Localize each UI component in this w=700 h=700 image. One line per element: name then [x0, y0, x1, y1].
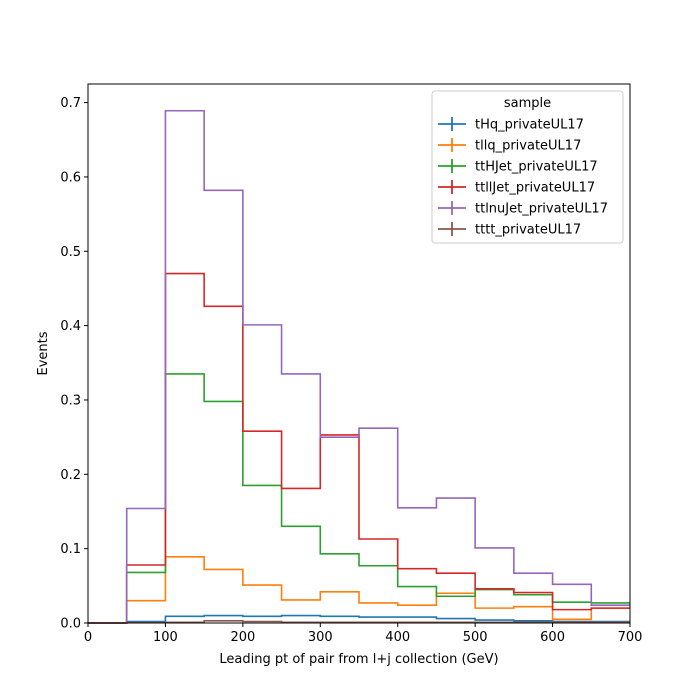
series-line-4	[88, 109, 630, 624]
x-tick-label: 0	[84, 630, 92, 645]
x-tick-label: 200	[230, 630, 255, 645]
legend-title: sample	[504, 96, 551, 111]
y-tick-label: 0.3	[60, 393, 81, 408]
legend-items: tHq_privateUL17 tllq_privateUL17 ttHJet_pr…	[438, 117, 608, 238]
series-line-2	[88, 373, 630, 624]
legend-label: ttllJet_privateUL17	[475, 181, 595, 196]
axes-frame	[87, 83, 631, 624]
x-tick-label: 700	[618, 630, 643, 645]
x-tick-label: 300	[308, 630, 333, 645]
y-tick-label: 0.4	[60, 319, 81, 334]
legend-label: ttHJet_privateUL17	[475, 160, 598, 175]
x-tick-label: 600	[540, 630, 565, 645]
x-axis-label: Leading pt of pair from l+j collection (…	[219, 652, 498, 667]
legend-box	[431, 90, 624, 244]
y-tick-label: 0.2	[60, 468, 81, 483]
legend-label: tHq_privateUL17	[475, 118, 584, 133]
y-axis-label: Events	[36, 331, 51, 375]
y-tick-label: 0.7	[60, 96, 81, 111]
y-tick-label: 0.0	[60, 617, 81, 632]
legend-label: tllq_privateUL17	[475, 139, 581, 154]
y-tick-label: 0.5	[60, 245, 81, 260]
legend: sample tHq_privateUL17 tllq_privateUL17tt…	[431, 90, 624, 244]
x-tick-label: 500	[463, 630, 488, 645]
x-tick-label: 400	[385, 630, 410, 645]
legend-label: ttlnuJet_privateUL17	[475, 202, 608, 217]
x-tick-label: 100	[153, 630, 178, 645]
series-line-1	[88, 556, 630, 624]
y-tick-label: 0.6	[60, 170, 81, 185]
series-line-3	[88, 272, 630, 624]
series-line-0	[88, 614, 630, 624]
x-axis: 0 100 200 300 400 500 600 700	[84, 623, 643, 645]
y-axis: 0.0 0.1 0.2 0.3 0.4 0.5 0.6 0.7	[60, 96, 88, 632]
legend-label: tttt_privateUL17	[475, 223, 581, 238]
y-tick-label: 0.1	[60, 542, 81, 557]
